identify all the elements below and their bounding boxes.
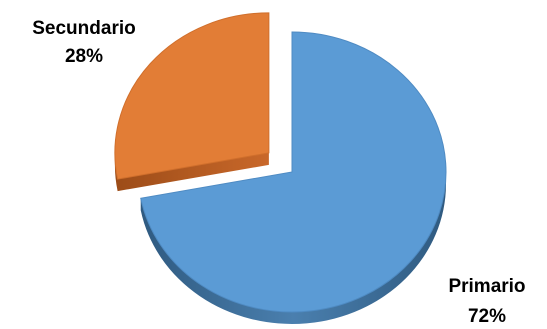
slice-primario [140,31,447,324]
slice-secundario-top [114,12,270,180]
slice-secundario-side [114,152,269,192]
label-secundario-value: 28% [65,46,103,67]
slice-secundario [114,12,270,192]
label-secundario-name: Secundario [32,18,135,39]
label-primario-value: 72% [468,306,506,327]
slice-primario-top [140,31,447,313]
label-primario-name: Primario [448,276,525,297]
